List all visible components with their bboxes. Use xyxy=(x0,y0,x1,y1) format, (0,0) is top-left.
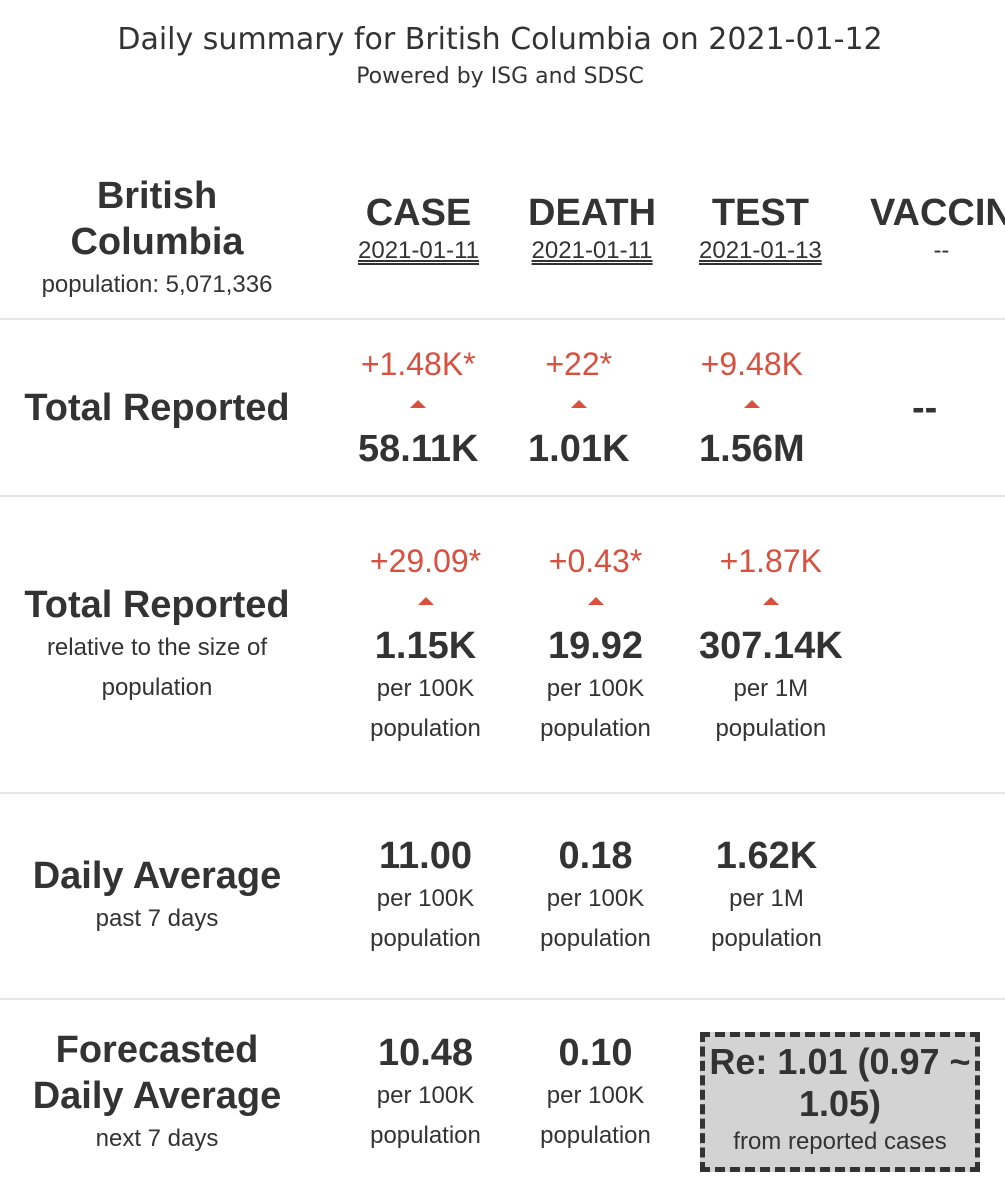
change-value: +1.87K xyxy=(719,542,822,579)
re-box: Re: 1.01 (0.97 ~ 1.05) from reported case… xyxy=(700,1032,980,1172)
page-title: Daily summary for British Columbia on 20… xyxy=(117,22,883,57)
change-value: +29.09* xyxy=(369,542,482,579)
row-title: Forecasted Daily Average xyxy=(32,1028,282,1117)
row-title: Daily Average xyxy=(32,855,282,897)
table-row: Daily Average past 7 days 11.00 per 100K po… xyxy=(0,792,1005,998)
population: population: 5,071,336 xyxy=(41,271,273,298)
metric-cell: 0.10 per 100K population xyxy=(528,1030,663,1156)
metric-unit: per 100K population xyxy=(540,674,651,742)
metric-value: 1.62K xyxy=(715,835,818,877)
column-name: CASE xyxy=(365,192,472,234)
metric-cell: +29.09* 1.15K per 100K population xyxy=(358,541,493,749)
table-row: Total Reported relative to the size of po… xyxy=(0,495,1005,792)
row-note: past 7 days xyxy=(95,905,219,932)
metric-value: 1.56M xyxy=(699,427,805,470)
column-header: VACCIN -- xyxy=(870,190,1005,266)
change-value: +9.48K xyxy=(700,345,803,382)
metric-value: 10.48 xyxy=(377,1031,474,1074)
column-header: TEST 2021-01-13 xyxy=(699,190,822,266)
page-subtitle: Powered by ISG and SDSC xyxy=(356,64,644,89)
metric-unit: per 100K population xyxy=(540,1081,651,1149)
metric-unit: per 100K population xyxy=(370,674,481,742)
metric-value: 58.11K xyxy=(358,427,479,470)
metric-value: 19.92 xyxy=(547,624,644,667)
metric-cell: +1.48K* 58.11K xyxy=(358,344,478,472)
metric-cell: +0.43* 19.92 per 100K population xyxy=(528,541,663,749)
column-date: 2021-01-11 xyxy=(531,237,653,264)
column-name: VACCIN xyxy=(870,192,1005,234)
column-date: 2021-01-11 xyxy=(358,237,479,264)
region: British Columbia population: 5,071,336 xyxy=(7,173,307,305)
up-arrow xyxy=(743,399,760,408)
row-title: Total Reported xyxy=(24,583,290,626)
metric-unit: per 1M population xyxy=(715,674,827,742)
row-label: Forecasted Daily Average next 7 days xyxy=(7,1027,307,1159)
metric-cell: -- xyxy=(912,385,937,431)
metric-cell: +1.87K 307.14K per 1M population xyxy=(699,541,843,749)
up-arrow xyxy=(410,399,427,408)
metric-cell: +9.48K 1.56M xyxy=(699,344,805,472)
metric-unit: per 100K population xyxy=(540,885,651,952)
column-header: DEATH 2021-01-11 xyxy=(528,190,656,266)
metric-value: 1.01K xyxy=(528,427,630,470)
row-title: Total Reported xyxy=(24,386,290,429)
up-arrow xyxy=(570,399,587,408)
change-value: +22* xyxy=(545,345,613,382)
change-value: +1.48K* xyxy=(360,345,476,382)
column-date: -- xyxy=(933,237,950,264)
row-note: relative to the size of population xyxy=(46,633,268,701)
column-header: CASE 2021-01-11 xyxy=(358,190,479,266)
metric-unit: per 1M population xyxy=(711,885,822,952)
up-arrow xyxy=(417,596,434,605)
metric-value: 1.15K xyxy=(374,624,477,667)
metric-value: -- xyxy=(912,386,938,429)
up-arrow xyxy=(762,596,779,605)
row-label: Total Reported xyxy=(7,385,307,431)
metric-unit: per 100K population xyxy=(370,885,481,952)
up-arrow xyxy=(587,596,604,605)
metric-value: 11.00 xyxy=(379,835,472,877)
metric-value: 307.14K xyxy=(699,624,843,667)
metric-value: 0.18 xyxy=(558,835,633,877)
re-value: Re: 1.01 (0.97 ~ 1.05) xyxy=(709,1041,971,1124)
table-row: Forecasted Daily Average next 7 days 10.48… xyxy=(0,998,1005,1185)
column-date: 2021-01-13 xyxy=(699,237,822,264)
metric-cell: 0.18 per 100K population xyxy=(528,833,663,959)
metric-value: 0.10 xyxy=(558,1031,633,1074)
metric-cell: 10.48 per 100K population xyxy=(358,1030,493,1156)
row-label: Daily Average past 7 days xyxy=(7,853,307,939)
row-label: Total Reported relative to the size of po… xyxy=(7,582,307,708)
region-name: British Columbia xyxy=(70,175,244,263)
metric-unit: per 100K population xyxy=(370,1081,481,1149)
column-name: TEST xyxy=(711,192,809,234)
column-name: DEATH xyxy=(528,192,657,234)
metric-cell: 11.00 per 100K population xyxy=(358,833,493,959)
re-note: from reported cases xyxy=(733,1128,947,1155)
metric-cell: +22* 1.01K xyxy=(528,344,629,472)
metric-cell: 1.62K per 1M population xyxy=(699,833,834,959)
header-row: British Columbia population: 5,071,336 C… xyxy=(0,160,1005,318)
change-value: +0.43* xyxy=(548,542,643,579)
row-note: next 7 days xyxy=(95,1124,219,1152)
table-row: Total Reported +1.48K* 58.11K +22* 1.01K +9.4… xyxy=(0,318,1005,495)
